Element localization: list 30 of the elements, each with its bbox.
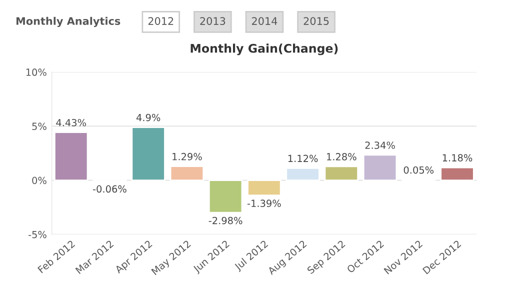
data-label: 2.34% (365, 142, 395, 149)
data-label: -1.39% (247, 200, 281, 208)
data-label: 1.29% (172, 152, 202, 160)
text: Monthly Analytics (16, 16, 120, 28)
bar (362, 154, 398, 181)
bar (247, 180, 282, 196)
data-label: 1.18% (442, 154, 472, 162)
bar (131, 126, 166, 181)
text: 2015 (304, 17, 329, 25)
bar (440, 166, 474, 181)
text: 2013 (200, 17, 226, 25)
text: 2012 (148, 17, 174, 25)
y-tick-label: 10% (26, 68, 46, 76)
bar (324, 166, 359, 181)
data-label: -0.06% (93, 185, 126, 193)
bar (170, 166, 204, 181)
y-tick-label: 5% (32, 122, 46, 130)
chart-title: Monthly Gain(Change) (190, 44, 338, 56)
data-label: 4.9% (136, 114, 160, 122)
data-label: 4.43% (56, 118, 86, 126)
y-tick-label: -5% (28, 230, 46, 238)
bar (208, 180, 243, 214)
data-label: 1.12% (288, 154, 318, 162)
data-label: 1.28% (327, 153, 356, 160)
data-label: -2.98% (208, 216, 242, 224)
bar (286, 167, 320, 181)
y-tick-label: 0% (32, 176, 46, 184)
text: 2014 (252, 17, 278, 25)
bar (54, 132, 88, 181)
data-label: 0.05% (404, 166, 434, 174)
